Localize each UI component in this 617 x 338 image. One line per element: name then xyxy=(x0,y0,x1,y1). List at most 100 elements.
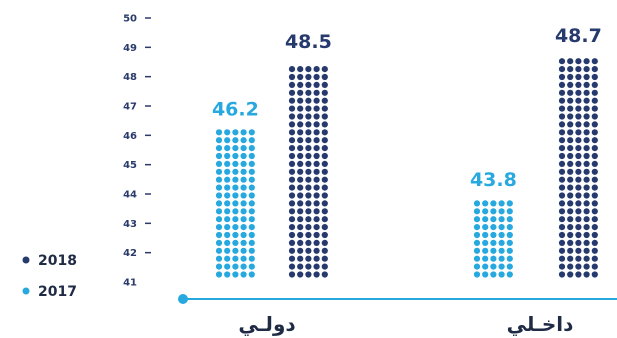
y-tick-label: 42 xyxy=(123,248,137,259)
bar-dot xyxy=(305,216,312,223)
bar-dot xyxy=(305,192,312,199)
bar-dot xyxy=(482,216,489,223)
bar-dot xyxy=(321,152,328,160)
bar-dot xyxy=(321,137,328,144)
bar-dot xyxy=(321,176,328,183)
bar-dot xyxy=(297,176,304,183)
bar-dot xyxy=(558,152,566,160)
bar-dot xyxy=(321,66,328,73)
bar-dot xyxy=(224,145,231,152)
category-label-0: دولـي xyxy=(238,312,295,337)
bar-dot xyxy=(473,224,481,231)
bar-dot xyxy=(583,200,590,207)
bar-dot xyxy=(232,231,239,239)
bar-dot xyxy=(248,239,255,246)
bar-dot xyxy=(313,255,320,262)
bar-dot xyxy=(558,113,566,120)
bar-dot xyxy=(575,97,582,104)
bar-dot xyxy=(240,176,247,183)
bar-dot xyxy=(297,129,304,136)
bar-dot xyxy=(224,231,231,239)
bar-dot xyxy=(583,58,590,65)
bar-dot xyxy=(591,58,598,65)
bar-dot xyxy=(288,255,296,262)
bar-dot xyxy=(575,105,582,112)
bar-dot xyxy=(248,255,255,262)
bar-dot xyxy=(558,66,566,73)
category-labels: دولـي داخـلي xyxy=(238,312,573,337)
bar-dot xyxy=(288,168,296,175)
bar-dot xyxy=(215,271,223,278)
bar-dot xyxy=(297,145,304,152)
bar-dot xyxy=(232,255,239,262)
bar-dot xyxy=(297,271,304,278)
bar-dot xyxy=(240,160,247,167)
bar-dot xyxy=(567,208,574,215)
bar-dot xyxy=(240,216,247,223)
bar-dot xyxy=(575,255,582,262)
bar-dot xyxy=(583,192,590,199)
bar-dot xyxy=(591,97,598,104)
bar-dot xyxy=(313,105,320,112)
y-tick-label: 43 xyxy=(123,219,137,230)
bar-dot xyxy=(558,105,566,112)
bar-dot xyxy=(575,231,582,239)
bar-dot xyxy=(297,247,304,254)
bar-dot xyxy=(297,66,304,73)
bar-dot xyxy=(305,168,312,175)
bar-dot xyxy=(321,121,328,128)
bar-dot xyxy=(248,160,255,167)
bar-dot xyxy=(591,200,598,207)
bar-dot xyxy=(558,231,566,239)
bar-dot xyxy=(583,66,590,73)
bar-dot xyxy=(567,66,574,73)
bar-dot xyxy=(305,97,312,104)
bar-dot xyxy=(297,113,304,120)
bar-dot xyxy=(313,152,320,160)
bar-dot xyxy=(297,208,304,215)
bar-dot xyxy=(248,208,255,215)
bar-dot xyxy=(313,97,320,104)
bar-dot xyxy=(506,247,513,254)
bar-dot xyxy=(305,89,312,96)
bar-dot xyxy=(567,97,574,104)
bar-dot xyxy=(567,271,574,278)
bar-dot xyxy=(321,255,328,262)
bar-dot xyxy=(232,168,239,175)
bar-dot xyxy=(321,184,328,191)
bar-dot xyxy=(232,145,239,152)
bar-dot xyxy=(305,145,312,152)
bar-dot xyxy=(506,216,513,223)
bar-dot xyxy=(558,73,566,81)
bar-dot xyxy=(506,231,513,239)
bar-dot xyxy=(575,224,582,231)
bar-dot xyxy=(558,216,566,223)
bar-dot xyxy=(558,224,566,231)
bar-dot xyxy=(591,184,598,191)
bar-dot xyxy=(248,247,255,254)
bar-dot xyxy=(591,231,598,239)
bar-dot xyxy=(591,137,598,144)
bar-dot xyxy=(224,239,231,246)
y-axis: 41 42 43 44 45 46 47 48 49 50 xyxy=(123,14,151,289)
bar-dot xyxy=(490,255,497,262)
bar-dot xyxy=(215,231,223,239)
bar-dot xyxy=(297,89,304,96)
bar-dot xyxy=(224,255,231,262)
bar-dot xyxy=(482,263,489,270)
bar-dot xyxy=(575,73,582,81)
bar-dot xyxy=(232,200,239,207)
bar-dot xyxy=(575,81,582,88)
bar-dot xyxy=(232,263,239,270)
bar-dot xyxy=(297,168,304,175)
bar-dot xyxy=(288,192,296,199)
bar-dot xyxy=(313,208,320,215)
bar-dot xyxy=(591,255,598,262)
bar-dot xyxy=(305,176,312,183)
bar-dot xyxy=(288,239,296,246)
bar-dot xyxy=(305,152,312,160)
bar-dot xyxy=(232,184,239,191)
bar-dot xyxy=(305,81,312,88)
bar-2017-0 xyxy=(215,129,255,278)
bar-dot xyxy=(583,73,590,81)
